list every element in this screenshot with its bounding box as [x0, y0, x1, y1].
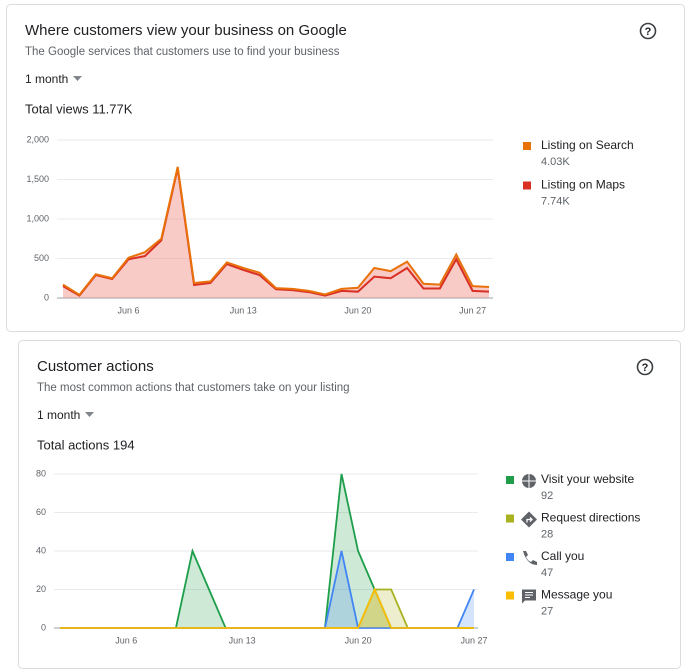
area	[60, 589, 474, 628]
help-icon[interactable]	[639, 22, 657, 40]
x-tick-label: Jun 27	[460, 635, 487, 645]
legend-label[interactable]: Message you	[541, 588, 612, 602]
x-tick-label: Jun 13	[230, 305, 257, 315]
help-icon[interactable]	[636, 358, 654, 376]
legend-label[interactable]: Listing on Maps	[541, 178, 625, 192]
line	[62, 168, 490, 297]
line	[62, 166, 490, 297]
y-tick-label: 60	[36, 507, 46, 517]
total: Total actions 194	[37, 437, 135, 452]
total: Total views 11.77K	[25, 101, 133, 116]
help-icon-mark: ?	[642, 362, 649, 374]
area	[60, 474, 474, 628]
x-tick-label: Jun 6	[115, 635, 137, 645]
y-tick-label: 20	[36, 584, 46, 594]
area	[60, 589, 474, 628]
legend-label[interactable]: Call you	[541, 549, 584, 563]
line	[60, 587, 474, 629]
legend-total: 92	[541, 490, 553, 502]
x-tick-label: Jun 20	[344, 305, 371, 315]
directions-icon-detail	[526, 517, 533, 523]
y-tick-label: 2,000	[26, 134, 49, 144]
y-tick-label: 1,500	[26, 174, 49, 184]
help-icon-mark: ?	[645, 26, 652, 38]
dropdown-arrow[interactable]	[85, 412, 94, 417]
phone-icon	[523, 551, 537, 565]
card-subtitle: The most common actions that customers t…	[37, 382, 350, 394]
legend-swatch[interactable]	[506, 553, 514, 561]
legend-label[interactable]: Request directions	[541, 511, 640, 525]
legend-swatch[interactable]	[506, 591, 514, 600]
legend-swatch[interactable]	[523, 181, 531, 190]
legend-label[interactable]: Visit your website	[541, 472, 634, 486]
legend-swatch[interactable]	[506, 476, 514, 484]
card-title: Where customers view your business on Go…	[25, 22, 347, 39]
globe-icon-detail	[522, 474, 536, 488]
legend-total: 47	[541, 567, 553, 579]
period-dropdown[interactable]: 1 month	[37, 408, 80, 422]
y-tick-label: 500	[34, 253, 49, 263]
x-tick-label: Jun 27	[459, 305, 486, 315]
x-tick-label: Jun 20	[345, 635, 372, 645]
y-tick-label: 1,000	[26, 213, 49, 223]
y-tick-label: 0	[44, 292, 49, 302]
card-title: Customer actions	[37, 358, 154, 375]
card-subtitle: The Google services that customers use t…	[25, 46, 340, 58]
legend-total: 4.03K	[541, 156, 570, 168]
legend-label[interactable]: Listing on Search	[541, 138, 634, 152]
views-card	[6, 4, 685, 332]
message-icon-detail	[525, 592, 533, 598]
legend-total: 7.74K	[541, 195, 570, 207]
y-tick-label: 0	[41, 622, 46, 632]
legend-total: 28	[541, 528, 553, 540]
dropdown-arrow[interactable]	[73, 76, 82, 81]
y-tick-label: 80	[36, 468, 46, 478]
x-tick-label: Jun 6	[118, 305, 140, 315]
period-dropdown[interactable]: 1 month	[25, 72, 68, 86]
legend-total: 27	[541, 605, 553, 617]
legend-swatch[interactable]	[506, 514, 514, 523]
legend-swatch[interactable]	[523, 142, 531, 150]
area	[63, 168, 489, 298]
y-tick-label: 40	[36, 545, 46, 555]
x-tick-label: Jun 13	[229, 635, 256, 645]
